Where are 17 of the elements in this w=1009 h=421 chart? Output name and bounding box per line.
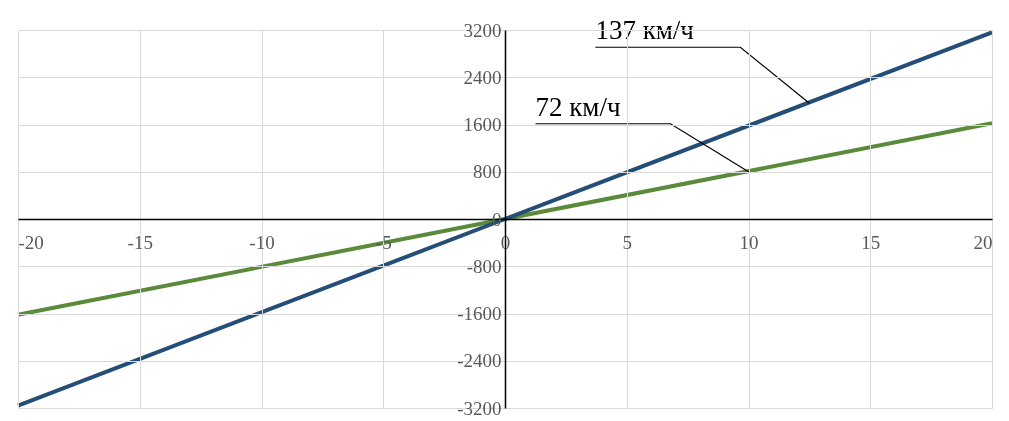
x-tick-label: -15: [127, 231, 153, 253]
y-tick-label: -1600: [457, 303, 502, 324]
x-tick-label: 20: [973, 231, 993, 253]
y-tick-label: -800: [466, 255, 502, 277]
y-tick-label: -3200: [457, 397, 502, 419]
y-tick-label: 0: [492, 208, 502, 230]
y-tick-label: -2400: [457, 350, 502, 372]
y-tick-label: 800: [473, 161, 502, 183]
x-tick-label: -10: [249, 231, 275, 253]
x-tick-label: 5: [622, 231, 632, 253]
x-tick-label: 10: [739, 231, 759, 253]
annotation: 72 км/ч: [535, 91, 621, 122]
y-tick-label: 1600: [463, 114, 502, 135]
y-tick-label: 3200: [463, 19, 502, 41]
y-tick-label: 2400: [463, 66, 502, 88]
x-tick-label: 15: [861, 231, 881, 253]
x-tick-label: -20: [18, 231, 44, 253]
